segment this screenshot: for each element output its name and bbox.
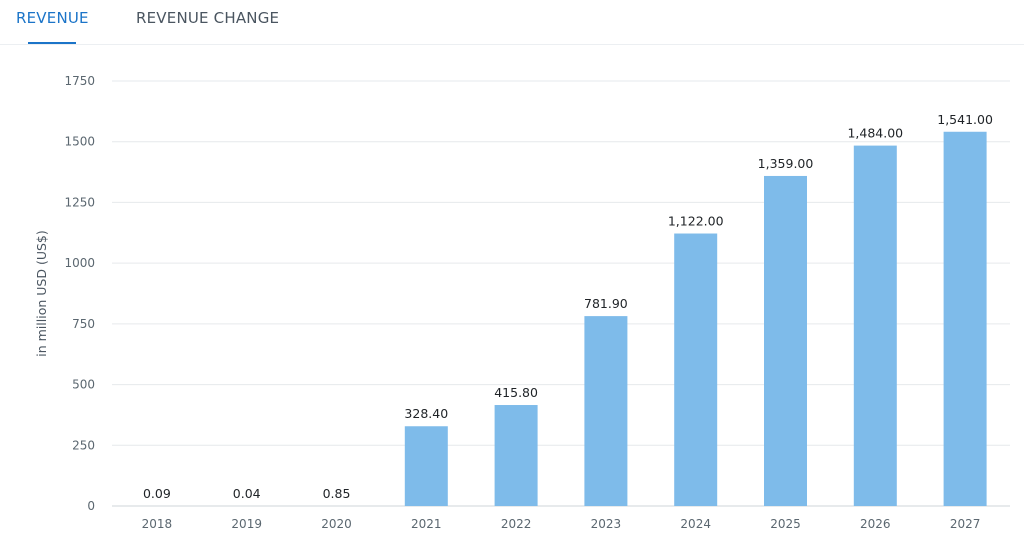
data-label: 328.40 (404, 406, 448, 421)
y-tick-label: 1000 (64, 256, 95, 270)
x-tick-label: 2020 (321, 517, 352, 531)
y-tick-label: 1750 (64, 74, 95, 88)
data-label: 1,122.00 (668, 214, 724, 229)
tab-revenue-change[interactable]: REVENUE CHANGE (136, 9, 280, 27)
tab-revenue[interactable]: REVENUE (16, 9, 89, 27)
tab-bar: REVENUE REVENUE CHANGE (0, 0, 1024, 45)
x-tick-label: 2025 (770, 517, 801, 531)
data-label: 781.90 (584, 296, 628, 311)
x-axis-ticks: 2018 2019 2020 2021 2022 2023 2024 2025 2026 2027 (142, 517, 981, 531)
y-tick-label: 750 (72, 317, 95, 331)
bars (404, 131, 987, 506)
x-tick-label: 2024 (680, 517, 711, 531)
x-tick-label: 2019 (231, 517, 262, 531)
y-tick-label: 250 (72, 438, 95, 452)
data-label: 415.80 (494, 385, 538, 400)
data-labels: 0.09 0.04 0.85 328.40 415.80 781.90 1,122.00 1,… (143, 112, 993, 501)
bar[interactable] (853, 145, 897, 506)
y-axis-ticks: 0 250 500 750 1000 1250 1500 1750 (64, 74, 95, 513)
y-tick-label: 0 (87, 499, 95, 513)
active-tab-indicator (28, 42, 76, 44)
x-tick-label: 2022 (501, 517, 532, 531)
x-tick-label: 2023 (591, 517, 622, 531)
y-tick-label: 1250 (64, 195, 95, 209)
bar[interactable] (674, 233, 718, 506)
bar[interactable] (764, 175, 807, 506)
bar[interactable] (584, 316, 628, 506)
data-label: 1,359.00 (758, 156, 814, 171)
data-label: 1,484.00 (847, 126, 903, 141)
x-tick-label: 2018 (142, 517, 173, 531)
data-label: 1,541.00 (937, 112, 993, 127)
x-tick-label: 2026 (860, 517, 891, 531)
y-axis-title: in million USD (US$) (34, 230, 49, 356)
bar[interactable] (494, 405, 538, 506)
y-tick-label: 1500 (64, 135, 95, 149)
data-label: 0.85 (323, 486, 351, 501)
data-label: 0.09 (143, 486, 171, 501)
y-tick-label: 500 (72, 378, 95, 392)
bar[interactable] (943, 131, 987, 506)
x-tick-label: 2021 (411, 517, 442, 531)
x-tick-label: 2027 (950, 517, 981, 531)
bar[interactable] (404, 426, 448, 506)
data-label: 0.04 (233, 486, 261, 501)
